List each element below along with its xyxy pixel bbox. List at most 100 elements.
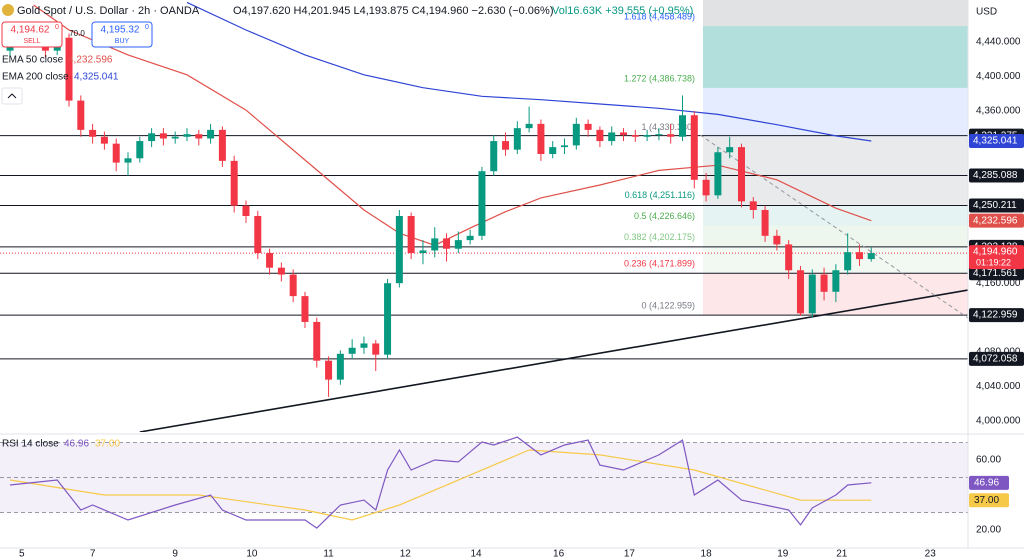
fib-band bbox=[703, 0, 968, 27]
candle-body bbox=[572, 123, 580, 146]
candle-body bbox=[844, 252, 852, 271]
rsi-ma-tag: 37.00 bbox=[974, 495, 999, 506]
legend-ema200-value: 4,325.041 bbox=[74, 72, 119, 83]
candle-body bbox=[549, 147, 557, 154]
level-tag: 4,171.561 bbox=[973, 268, 1018, 279]
candle-body bbox=[159, 133, 167, 139]
rsi-legend-value: 46.96 bbox=[64, 439, 89, 450]
candle-body bbox=[266, 253, 274, 268]
sell-sup[interactable]: 0 bbox=[55, 24, 59, 31]
y-tick-label: 4,360.000 bbox=[976, 106, 1021, 117]
legend-ema50: EMA 50 close bbox=[2, 55, 64, 66]
candle-body bbox=[242, 205, 250, 216]
ema-tag: 4,232.596 bbox=[973, 215, 1018, 226]
candle-body bbox=[714, 152, 722, 196]
rsi-ma-tag-bg bbox=[969, 493, 1009, 508]
candle-body bbox=[678, 115, 686, 137]
collapse-icon[interactable] bbox=[7, 93, 17, 99]
fib-band bbox=[703, 204, 968, 226]
y-tick-label: 4,160.000 bbox=[976, 278, 1021, 289]
legend-ema200: EMA 200 close bbox=[2, 72, 69, 83]
volume: Vol16.63K +39.555 (+0.95%) bbox=[552, 5, 693, 17]
collapse-button[interactable] bbox=[1, 87, 23, 105]
sell-price[interactable]: 4,194.62 bbox=[11, 25, 50, 36]
rsi-line bbox=[9, 436, 872, 529]
rsi-tag: 46.96 bbox=[974, 477, 999, 488]
buy-sup[interactable]: 0 bbox=[145, 24, 149, 31]
candle-body bbox=[643, 135, 651, 137]
candle-body bbox=[596, 129, 604, 142]
rsi-tick-label: 20.00 bbox=[976, 525, 1001, 536]
candle-body bbox=[855, 252, 863, 260]
x-tick-label: 21 bbox=[836, 549, 848, 560]
candle-body bbox=[867, 253, 875, 260]
axis-unit: USD bbox=[976, 7, 997, 18]
rsi-tag-bg bbox=[969, 475, 1009, 490]
header: Gold Spot / U.S. Dollar · 2h · OANDA O4,… bbox=[1, 4, 693, 450]
x-tick-label: 19 bbox=[777, 549, 789, 560]
buy-button[interactable] bbox=[91, 21, 153, 48]
candle-body bbox=[584, 123, 592, 130]
candle-body bbox=[513, 128, 521, 150]
main-pane: 0 (4,122.959) 0.236 (4,171.899) 0.382 (4,2… bbox=[0, 0, 968, 432]
rsi-legend-ma: 37.00 bbox=[95, 439, 120, 450]
level-tag-bg bbox=[969, 266, 1024, 281]
last-price-tag: 4,194.960 bbox=[973, 247, 1018, 258]
candle-body bbox=[537, 123, 545, 154]
spread: 70.0 bbox=[69, 29, 85, 38]
candle-body bbox=[301, 296, 309, 322]
candle-body bbox=[407, 216, 415, 254]
rsi-title: RSI 14 close bbox=[2, 439, 59, 450]
candle-body bbox=[360, 343, 368, 348]
candle-body bbox=[230, 160, 238, 206]
symbol-title: Gold Spot / U.S. Dollar · 2h · OANDA bbox=[17, 5, 200, 17]
candle-body bbox=[785, 244, 793, 271]
candle-body bbox=[466, 235, 474, 241]
candle-body bbox=[348, 347, 356, 354]
candle-body bbox=[171, 136, 179, 139]
buy-label[interactable]: BUY bbox=[115, 38, 130, 45]
level-tag-bg bbox=[969, 198, 1024, 213]
candle-body bbox=[325, 360, 333, 380]
y-tick-label: 4,400.000 bbox=[976, 71, 1021, 82]
candle-body bbox=[808, 274, 816, 314]
candle-body bbox=[313, 321, 321, 361]
fib-label: 1.618 (4,458.489) bbox=[624, 11, 695, 21]
candle-body bbox=[100, 136, 108, 144]
candle-body bbox=[608, 132, 616, 142]
candle-body bbox=[136, 141, 144, 159]
ema-line bbox=[33, 4, 872, 246]
candle-body bbox=[796, 270, 804, 314]
countdown: 01:19:22 bbox=[976, 257, 1011, 267]
sell-label[interactable]: SELL bbox=[23, 38, 40, 45]
x-tick-label: 23 bbox=[925, 549, 937, 560]
candle-body bbox=[289, 274, 297, 297]
candle-body bbox=[124, 158, 132, 163]
fib-label: 0 (4,122.959) bbox=[641, 300, 695, 310]
trendline bbox=[699, 134, 968, 319]
candle-body bbox=[277, 267, 285, 275]
candle-body bbox=[443, 238, 451, 249]
fib-label: 0.382 (4,202.175) bbox=[624, 232, 695, 242]
level-tag: 4,250.211 bbox=[973, 200, 1017, 211]
candle-body bbox=[207, 129, 215, 139]
fib-band bbox=[703, 136, 968, 205]
x-tick-label: 18 bbox=[701, 549, 713, 560]
buy-price[interactable]: 4,195.32 bbox=[101, 25, 140, 36]
sell-button[interactable] bbox=[1, 21, 63, 48]
level-tag-bg bbox=[969, 351, 1024, 366]
legend-ema50-value: 4,232.596 bbox=[68, 55, 113, 66]
fib-label: 0.236 (4,171.899) bbox=[624, 258, 695, 268]
ema-tag-bg bbox=[969, 134, 1024, 149]
x-tick-label: 14 bbox=[470, 549, 482, 560]
candle-body bbox=[832, 270, 840, 292]
ema-line bbox=[186, 1, 872, 142]
candle-body bbox=[761, 209, 769, 236]
candle-body bbox=[454, 240, 462, 249]
x-tick-label: 9 bbox=[172, 549, 178, 560]
candle-body bbox=[620, 132, 628, 136]
x-tick-label: 10 bbox=[246, 549, 258, 560]
level-tag-bg bbox=[969, 308, 1024, 323]
ema-tag: 4,325.041 bbox=[973, 136, 1018, 147]
